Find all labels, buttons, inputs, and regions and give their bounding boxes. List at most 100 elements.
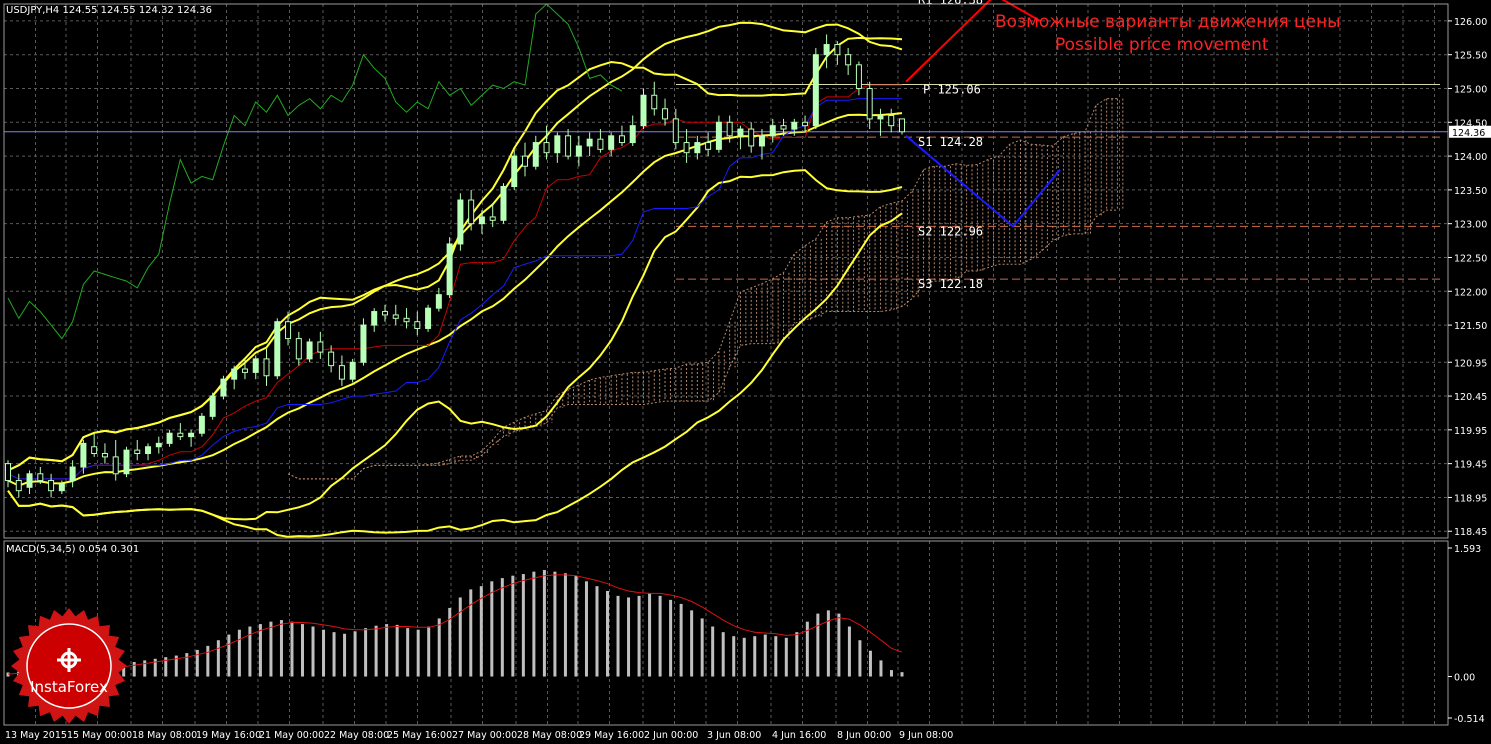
candle-body <box>737 128 744 137</box>
x-tick-label: 22 May 08:00 <box>324 730 389 741</box>
x-tick-label: 27 May 00:00 <box>452 730 517 741</box>
x-tick-label: 15 May 00:00 <box>67 730 132 741</box>
y-tick-label: 124.50 <box>1454 118 1487 129</box>
forecast-lines <box>905 0 1061 228</box>
candle-body <box>285 321 292 340</box>
current-price-badge <box>1449 125 1491 138</box>
candle-body <box>134 449 141 455</box>
candle-body <box>640 94 647 127</box>
candle-body <box>899 118 905 133</box>
candle-body <box>543 142 550 154</box>
macd-bar <box>616 595 620 677</box>
candle-body <box>834 44 841 56</box>
candle-body <box>69 466 76 482</box>
candles <box>5 34 905 498</box>
candle-body <box>769 125 776 137</box>
x-tick-label: 3 Jun 08:00 <box>707 730 761 741</box>
macd-bar <box>311 626 315 677</box>
macd-bar <box>521 574 525 677</box>
current-price-label: 124.36 <box>1452 128 1485 139</box>
forecast-down-line <box>905 135 1061 228</box>
macd-histogram <box>6 570 904 677</box>
candle-body <box>812 54 819 127</box>
candle-body <box>500 186 507 221</box>
macd-bar <box>416 629 420 677</box>
macd-bar <box>237 629 241 677</box>
candle-body <box>468 199 475 225</box>
axes <box>3 3 1452 726</box>
macd-bar <box>648 593 652 677</box>
macd-bar <box>248 626 252 677</box>
candle-body <box>392 314 399 319</box>
macd-bar <box>658 595 662 677</box>
macd-bar <box>511 575 515 677</box>
macd-bar <box>469 589 473 677</box>
candle-body <box>371 311 378 326</box>
macd-bar <box>364 628 368 677</box>
macd-bar <box>406 628 410 677</box>
y-tick-label: 122.50 <box>1454 253 1487 264</box>
macd-bar <box>448 607 452 677</box>
macd-bar <box>805 621 809 677</box>
candle-body <box>651 94 658 110</box>
y-tick-label: 123.00 <box>1454 220 1487 231</box>
macd-bar <box>532 571 536 677</box>
macd-bar <box>563 573 567 677</box>
macd-bar <box>490 581 494 677</box>
candle-body <box>866 87 873 120</box>
candle-body <box>672 118 679 144</box>
macd-bar <box>195 649 199 677</box>
y-tick-label: 118.45 <box>1454 527 1487 538</box>
macd-bar <box>164 657 168 677</box>
macd-bar <box>122 664 126 677</box>
macd-bar <box>479 586 483 677</box>
macd-bar <box>763 634 767 677</box>
x-tick-label: 2 Jun 00:00 <box>644 730 698 741</box>
candle-body <box>532 142 539 167</box>
candle-body <box>489 216 496 221</box>
candle-body <box>586 138 593 147</box>
candle-body <box>414 321 421 329</box>
candle-body <box>705 142 712 150</box>
logo-emblem-icon <box>57 648 81 672</box>
price-header: USDJPY,H4 124.55 124.55 124.32 124.36 <box>6 5 212 16</box>
candle-body <box>715 121 722 150</box>
macd-bar <box>258 624 262 677</box>
macd-bar <box>816 613 820 677</box>
candle-body <box>629 125 636 144</box>
macd-bar <box>153 658 157 677</box>
macd-bar <box>679 603 683 677</box>
macd-bar <box>858 640 862 677</box>
instaforex-logo: InstaForex <box>11 608 127 724</box>
candle-body <box>5 463 11 482</box>
candle-body <box>694 142 701 154</box>
macd-bar <box>437 618 441 677</box>
candle-body <box>478 216 485 225</box>
kijun-sen-line <box>7 98 902 480</box>
price-panel-frame <box>3 3 1449 539</box>
x-tick-label: 19 May 16:00 <box>196 730 261 741</box>
macd-bar <box>837 613 841 677</box>
macd-bar <box>795 632 799 677</box>
y-tick-label: 125.00 <box>1454 84 1487 95</box>
candle-body <box>683 142 690 154</box>
candle-body <box>522 155 529 167</box>
candle-body <box>565 135 572 157</box>
macd-y-tick-label: 0.00 <box>1454 673 1475 684</box>
senkou-span-b <box>287 209 1118 480</box>
macd-bar <box>826 610 830 677</box>
annotation-ru: Возможные варианты движения цены <box>995 12 1341 32</box>
chikou-span-line <box>7 3 623 340</box>
indicator-lines <box>4 3 1448 538</box>
candle-body <box>155 442 162 448</box>
x-tick-label: 8 Jun 00:00 <box>837 730 891 741</box>
candle-body <box>338 365 345 380</box>
macd-bar <box>847 626 851 677</box>
macd-bar <box>753 636 757 677</box>
candle-body <box>37 473 44 482</box>
macd-bar <box>227 634 231 677</box>
macd-bar <box>584 581 588 677</box>
macd-bar <box>174 655 178 677</box>
